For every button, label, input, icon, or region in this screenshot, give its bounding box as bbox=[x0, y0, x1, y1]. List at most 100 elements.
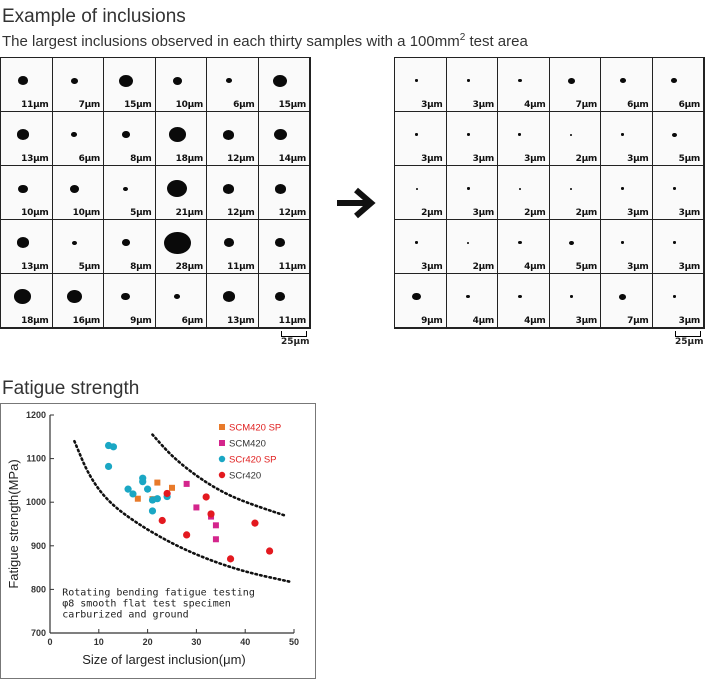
inclusion-size-label: 7μm bbox=[78, 100, 101, 110]
inclusion-size-label: 13μm bbox=[21, 262, 49, 272]
inclusion-cell: 15μm bbox=[258, 58, 310, 112]
y-tick-label: 800 bbox=[31, 584, 46, 594]
inclusion-size-label: 3μm bbox=[421, 100, 443, 110]
inclusion-cell: 6μm bbox=[52, 112, 104, 166]
inclusion-cell: 11μm bbox=[1, 58, 53, 112]
inclusion-grid-after: 3μm 3μm 4μm 7μm 6μm 6μm 3μm 3μm 3μm 2μm 3μm 5μm 2μm 3… bbox=[394, 57, 705, 329]
inclusion-blob bbox=[466, 295, 471, 299]
inclusion-size-label: 7μm bbox=[575, 100, 598, 110]
inclusion-blob bbox=[621, 187, 625, 190]
annotation-line: carburized and ground bbox=[62, 609, 188, 620]
inclusion-blob bbox=[466, 187, 470, 190]
inclusion-size-label: 3μm bbox=[472, 208, 495, 218]
inclusion-size-label: 13μm bbox=[21, 154, 49, 164]
inclusion-blob bbox=[223, 183, 235, 194]
inclusion-blob bbox=[18, 184, 28, 193]
inclusions-subtitle: The largest inclusions observed in each … bbox=[2, 32, 528, 50]
x-tick-label: 30 bbox=[191, 637, 201, 647]
data-point-scr420 bbox=[158, 516, 166, 525]
data-point-scr420-sp bbox=[139, 478, 147, 486]
inclusion-cell: 3μm bbox=[601, 220, 653, 274]
inclusion-blob bbox=[163, 231, 191, 255]
inclusion-size-label: 7μm bbox=[627, 316, 649, 326]
scale-bar-before: 25μm bbox=[281, 331, 310, 347]
inclusion-cell: 7μm bbox=[601, 274, 653, 328]
inclusion-blob bbox=[174, 294, 181, 300]
inclusion-blob bbox=[621, 133, 625, 136]
inclusion-blob bbox=[223, 238, 234, 248]
inclusion-blob bbox=[70, 77, 78, 84]
data-point-scr420-sp bbox=[109, 443, 118, 451]
inclusion-cell: 4μm bbox=[446, 274, 498, 328]
inclusion-blob bbox=[570, 187, 573, 190]
inclusion-blob bbox=[518, 133, 522, 136]
inclusion-blob bbox=[167, 180, 188, 198]
inclusion-cell: 11μm bbox=[258, 274, 310, 328]
inclusion-blob bbox=[275, 238, 286, 248]
legend-label: SCM420 SP bbox=[229, 423, 281, 434]
y-axis-label: Fatigue strength(MPa) bbox=[6, 459, 21, 588]
inclusion-cell: 15μm bbox=[104, 58, 156, 112]
chart-frame bbox=[0, 403, 316, 679]
scale-bar-line bbox=[281, 331, 307, 337]
inclusion-cell: 13μm bbox=[207, 274, 259, 328]
inclusion-blob bbox=[517, 241, 522, 245]
inclusion-blob bbox=[273, 74, 288, 87]
inclusion-blob bbox=[121, 293, 131, 301]
inclusion-cell: 18μm bbox=[1, 274, 53, 328]
inclusion-blob bbox=[16, 129, 29, 140]
inclusion-blob bbox=[66, 290, 82, 304]
inclusion-cell: 3μm bbox=[549, 274, 601, 328]
inclusion-size-label: 3μm bbox=[472, 100, 495, 110]
lower-bound-curve bbox=[73, 439, 291, 583]
inclusion-cell: 7μm bbox=[549, 58, 601, 112]
inclusion-size-label: 5μm bbox=[78, 262, 101, 272]
inclusion-cell: 3μm bbox=[395, 112, 447, 166]
legend-label: SCM420 bbox=[229, 439, 266, 450]
inclusion-blob bbox=[225, 78, 232, 84]
upper-bound-curve bbox=[151, 433, 286, 517]
inclusion-blob bbox=[172, 76, 182, 85]
inclusion-size-label: 10μm bbox=[72, 208, 101, 218]
inclusion-cell: 2μm bbox=[549, 112, 601, 166]
data-point-scm420 bbox=[212, 536, 219, 543]
inclusion-blob bbox=[518, 187, 521, 190]
scale-bar-label: 25μm bbox=[281, 337, 310, 347]
inclusion-cell: 5μm bbox=[104, 166, 156, 220]
inclusion-cell: 9μm bbox=[395, 274, 447, 328]
inclusion-cell: 2μm bbox=[498, 166, 550, 220]
inclusion-size-label: 10μm bbox=[175, 100, 204, 110]
inclusion-size-label: 5μm bbox=[575, 262, 598, 272]
y-tick-label: 700 bbox=[31, 628, 46, 638]
inclusion-cell: 5μm bbox=[652, 112, 704, 166]
inclusion-cell: 3μm bbox=[395, 58, 447, 112]
inclusion-size-label: 10μm bbox=[21, 208, 49, 218]
inclusion-blob bbox=[517, 79, 522, 83]
data-point-scr420 bbox=[266, 547, 274, 555]
inclusion-size-label: 3μm bbox=[627, 154, 649, 164]
data-point-scr420 bbox=[207, 510, 215, 518]
inclusion-blob bbox=[121, 131, 130, 138]
inclusion-cell: 21μm bbox=[155, 166, 207, 220]
inclusion-cell: 7μm bbox=[52, 58, 104, 112]
inclusion-blob bbox=[118, 74, 133, 87]
inclusion-size-label: 11μm bbox=[278, 262, 307, 272]
inclusion-blob bbox=[619, 293, 627, 300]
inclusion-size-label: 4μm bbox=[524, 262, 546, 272]
inclusion-cell: 3μm bbox=[601, 166, 653, 220]
x-tick-label: 20 bbox=[143, 637, 153, 647]
inclusion-cell: 3μm bbox=[652, 166, 704, 220]
inclusion-size-label: 21μm bbox=[175, 208, 204, 218]
inclusion-cell: 4μm bbox=[498, 220, 550, 274]
right-arrow-icon bbox=[337, 187, 376, 219]
inclusion-size-label: 6μm bbox=[627, 100, 649, 110]
inclusion-blob bbox=[274, 183, 286, 194]
inclusion-size-label: 3μm bbox=[627, 208, 649, 218]
inclusion-size-label: 2μm bbox=[472, 262, 495, 272]
data-point-scr420-sp bbox=[129, 490, 137, 498]
x-tick-label: 40 bbox=[240, 637, 250, 647]
inclusion-blob bbox=[466, 79, 470, 82]
inclusion-size-label: 8μm bbox=[130, 154, 152, 164]
inclusion-blob bbox=[619, 78, 626, 84]
legend-label: SCr420 SP bbox=[229, 455, 277, 466]
